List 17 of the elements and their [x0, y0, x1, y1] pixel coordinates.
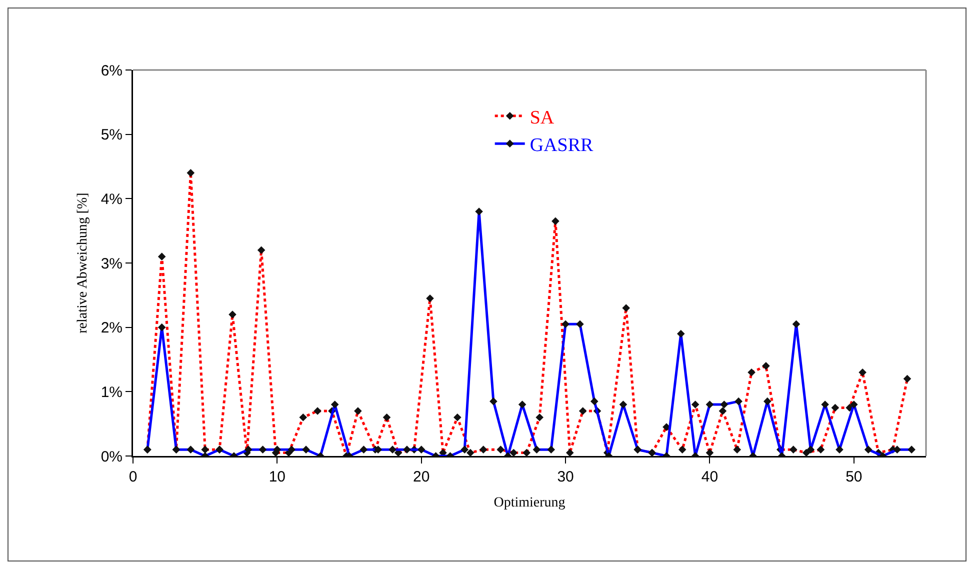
y-tick-label: 3% [100, 255, 122, 272]
legend-label: GASRR [530, 134, 594, 156]
y-tick-label: 0% [100, 448, 122, 466]
y-tick-label: 4% [100, 190, 122, 208]
y-axis-title: relative Abweichung [%] [76, 192, 91, 334]
y-tick-label: 2% [100, 320, 122, 337]
x-tick-label: 20 [413, 468, 430, 486]
legend-label: SA [530, 107, 554, 128]
x-tick-label: 40 [701, 468, 718, 486]
y-tick-label: 5% [100, 126, 122, 144]
y-tick-label: 6% [100, 62, 122, 80]
x-axis-title: Optimierung [494, 496, 566, 511]
y-tick-label: 1% [100, 384, 122, 401]
x-tick-label: 0 [128, 468, 138, 486]
x-tick-label: 10 [268, 468, 286, 486]
x-tick-label: 30 [557, 468, 574, 486]
x-tick-label: 50 [846, 468, 862, 486]
